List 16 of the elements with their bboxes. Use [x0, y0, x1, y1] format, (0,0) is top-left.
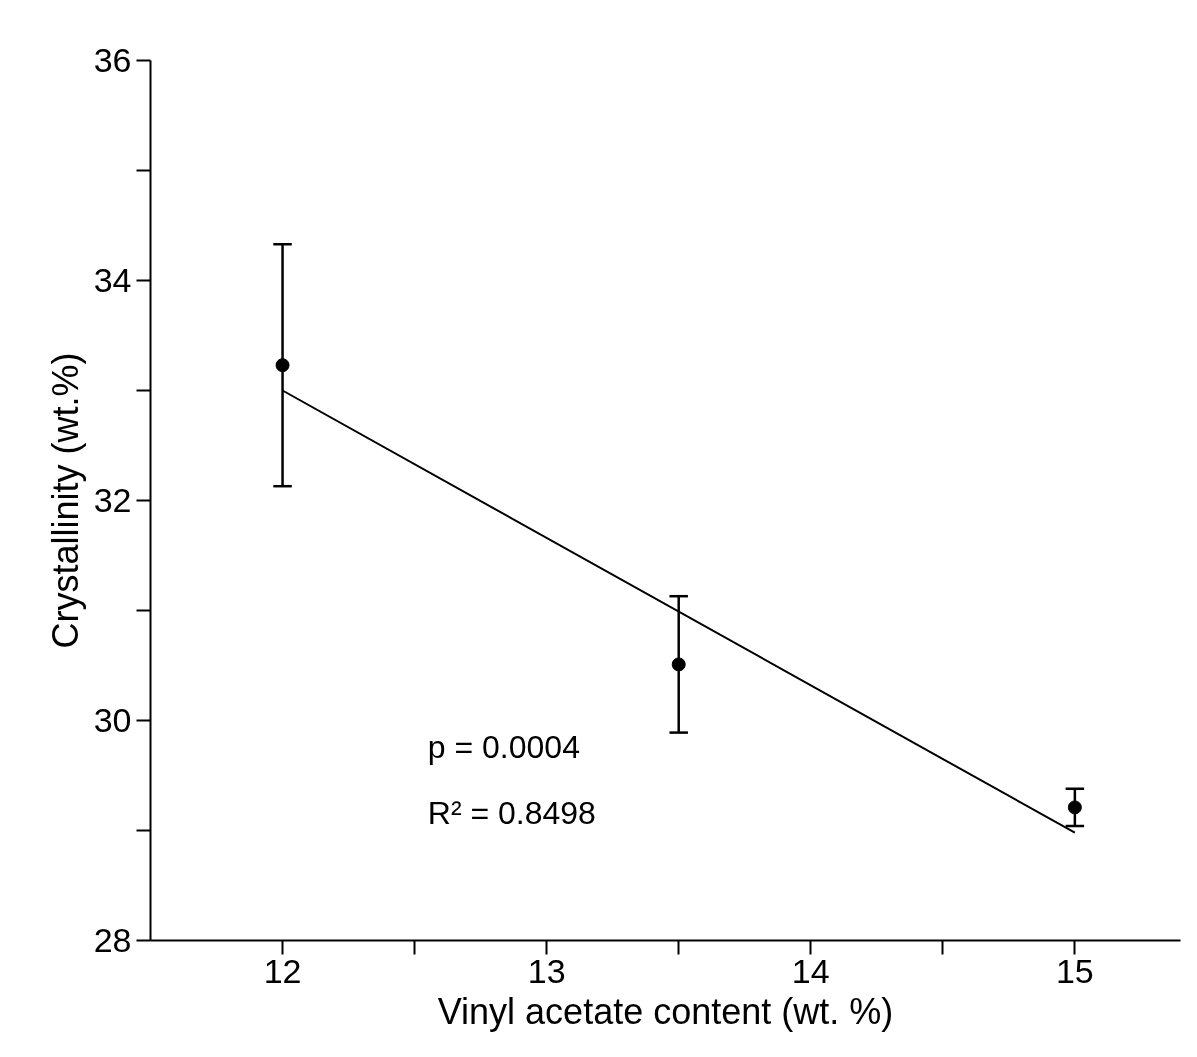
y-tick-label: 36	[93, 41, 132, 79]
x-tick-label: 15	[1055, 951, 1094, 990]
point	[275, 358, 290, 373]
y-axis-title: Crystallinity (wt.%)	[44, 352, 86, 649]
x-axis-title: Vinyl acetate content (wt. %)	[437, 990, 894, 1032]
point	[671, 657, 686, 672]
x-tick-label: 12	[263, 951, 302, 990]
point	[1067, 800, 1082, 815]
annotation: R² = 0.8498	[427, 794, 596, 831]
x-tick-label: 14	[791, 951, 830, 990]
annotation: p = 0.0004	[427, 728, 580, 765]
y-tick-label: 32	[93, 481, 132, 519]
y-tick-label: 30	[93, 701, 132, 739]
x-tick-label: 13	[527, 951, 566, 990]
y-tick-label: 34	[93, 261, 132, 299]
y-tick-label: 28	[93, 921, 132, 959]
